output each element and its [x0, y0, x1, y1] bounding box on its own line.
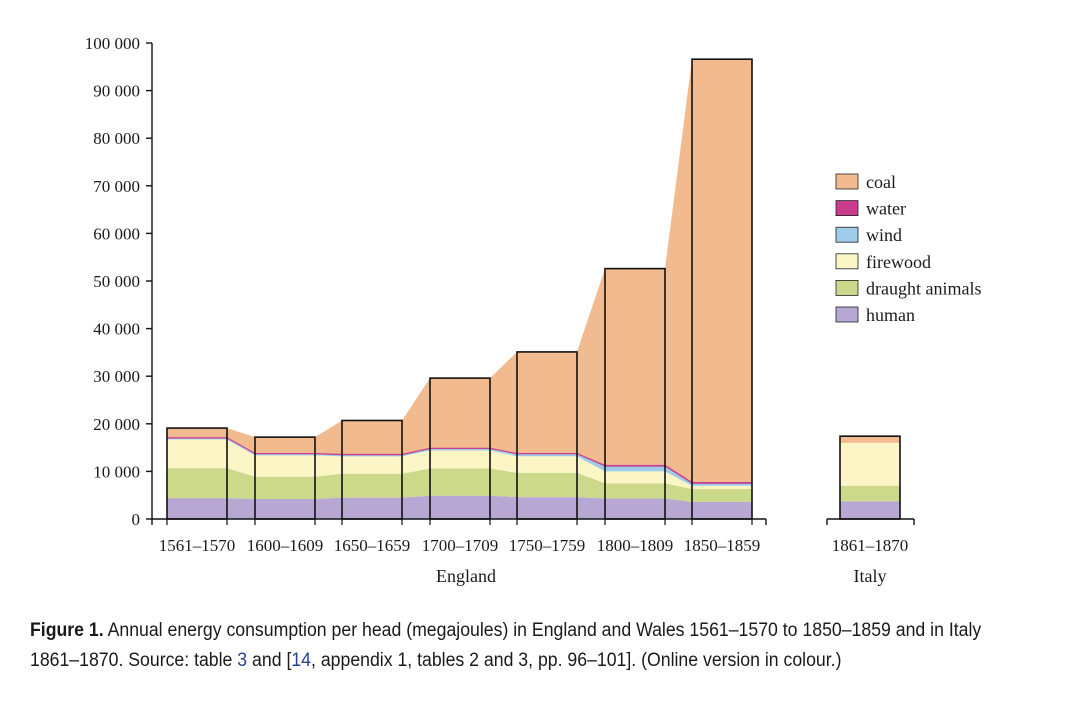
x-tick-label: 1561–1570 — [159, 536, 236, 555]
x-tick-label: 1700–1709 — [422, 536, 499, 555]
group-label-england: England — [436, 566, 496, 586]
x-tick-label: 1800–1809 — [597, 536, 674, 555]
stacked-areas — [167, 59, 900, 519]
y-tick-label: 80 000 — [93, 129, 140, 148]
y-tick-label: 30 000 — [93, 367, 140, 386]
legend-label-wind: wind — [866, 225, 902, 245]
line-water-england — [167, 437, 752, 484]
y-tick-label: 90 000 — [93, 82, 140, 101]
y-tick-label: 70 000 — [93, 177, 140, 196]
caption-text-1: Annual energy consumption per head (mega… — [30, 620, 982, 671]
legend-label-human: human — [866, 305, 915, 325]
axes: 0 10 000 20 000 30 000 40 000 50 000 60 000 70 … — [85, 34, 915, 586]
legend-label-firewood: firewood — [866, 252, 931, 272]
legend-swatch-draught-animals — [835, 279, 859, 296]
y-tick-label: 20 000 — [93, 415, 140, 434]
x-tick-label: 1861–1870 — [832, 536, 909, 555]
legend-label-water: water — [866, 199, 906, 219]
caption-ref-citation[interactable]: 14 — [291, 650, 312, 671]
x-tick-label: 1650–1659 — [334, 536, 411, 555]
y-tick-label: 40 000 — [93, 320, 140, 339]
caption-text-3: , appendix 1, tables 2 and 3, pp. 96–101… — [311, 650, 842, 671]
group-label-italy: Italy — [854, 566, 887, 586]
y-tick-label: 60 000 — [93, 224, 140, 243]
bar-segment-coal-italy — [840, 436, 900, 443]
figure-caption: Figure 1. Annual energy consumption per … — [30, 616, 988, 676]
legend-swatch-wind — [835, 226, 859, 243]
bar-segment-draught-animals-italy — [840, 485, 900, 502]
line-wind-england — [167, 438, 752, 485]
legend-label-draught-animals: draught animals — [866, 278, 981, 298]
y-tick-label: 10 000 — [93, 462, 140, 481]
x-tick-label: 1850–1859 — [684, 536, 761, 555]
x-tick-label: 1600–1609 — [247, 536, 324, 555]
legend: coal water wind firewood draught animals huma… — [835, 172, 981, 325]
legend-label-coal: coal — [866, 172, 896, 192]
legend-swatch-coal — [835, 173, 859, 190]
energy-consumption-chart: 0 10 000 20 000 30 000 40 000 50 000 60 000 70 … — [85, 34, 982, 586]
y-tick-label: 50 000 — [93, 272, 140, 291]
x-tick-label: 1750–1759 — [509, 536, 586, 555]
legend-swatch-firewood — [835, 253, 859, 270]
figure-label: Figure 1. — [30, 620, 104, 641]
bar-segment-human-italy — [840, 501, 900, 519]
legend-swatch-water — [835, 200, 859, 217]
caption-ref-table[interactable]: 3 — [237, 650, 248, 671]
bar-segment-firewood-italy — [840, 442, 900, 486]
caption-text-2: and [ — [247, 650, 292, 671]
y-tick-label: 0 — [132, 510, 141, 529]
y-tick-label: 100 000 — [85, 34, 140, 53]
legend-swatch-human — [835, 306, 859, 323]
